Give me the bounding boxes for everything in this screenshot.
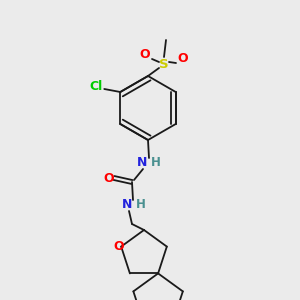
- Text: O: O: [104, 172, 114, 184]
- Text: H: H: [151, 157, 161, 169]
- Text: Cl: Cl: [90, 80, 103, 94]
- Text: O: O: [178, 52, 188, 65]
- Text: O: O: [140, 49, 150, 62]
- Text: S: S: [159, 58, 169, 70]
- Text: N: N: [137, 157, 147, 169]
- Text: H: H: [136, 199, 146, 212]
- Text: O: O: [114, 240, 124, 253]
- Text: N: N: [122, 199, 132, 212]
